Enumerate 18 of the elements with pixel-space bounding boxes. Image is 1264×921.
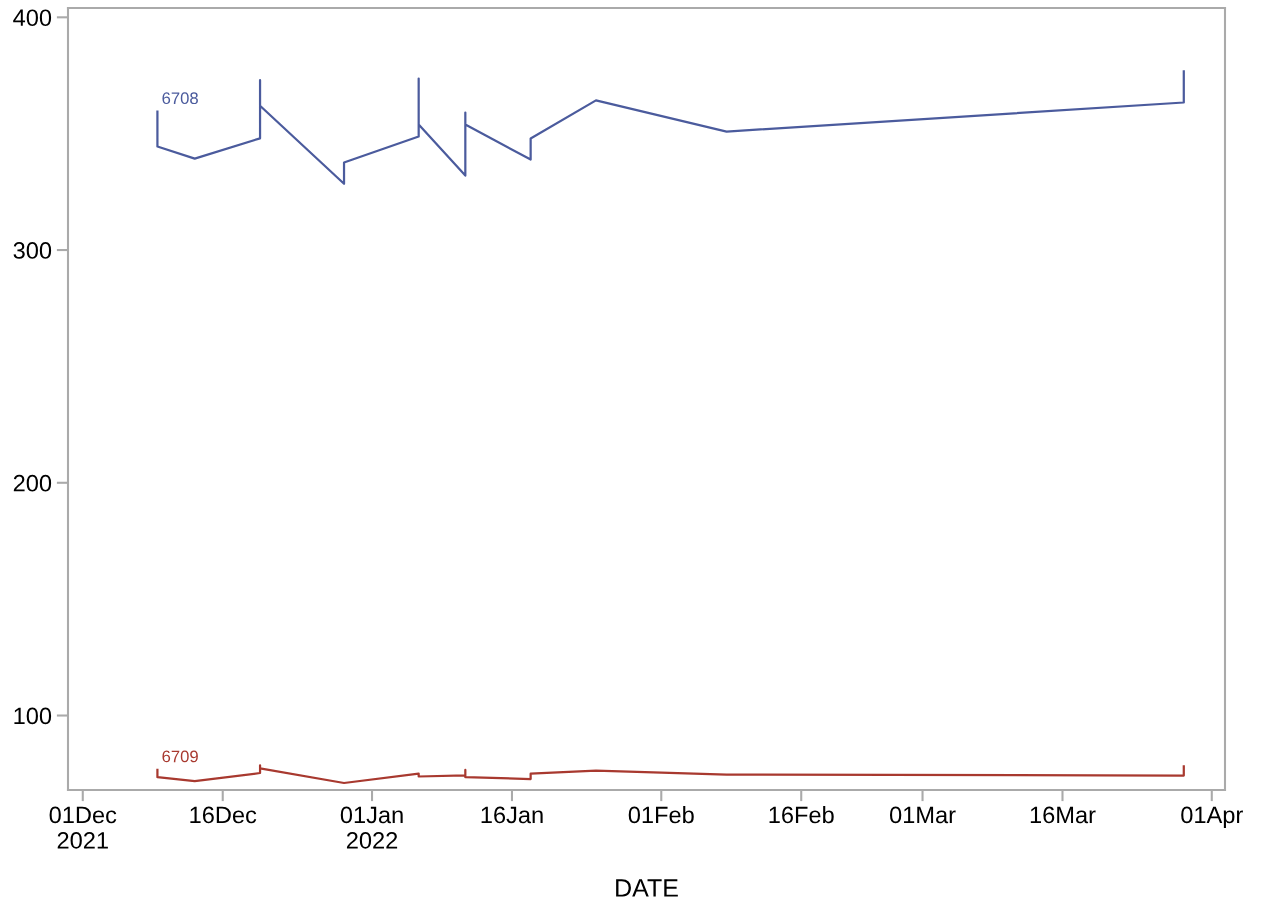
y-tick-label: 100 bbox=[14, 707, 52, 725]
y-tick-label: 300 bbox=[13, 242, 52, 259]
x-tick-label: 01Jan 2022 bbox=[340, 806, 403, 849]
x-tick-label: 01Mar bbox=[889, 806, 956, 824]
x-axis-title: DATE bbox=[616, 879, 678, 897]
x-tick-label: 16Feb bbox=[769, 805, 834, 824]
x-tick-label: 01Feb bbox=[628, 805, 694, 824]
y-tick-label: 400 bbox=[13, 9, 52, 27]
series-label: 6708 bbox=[162, 92, 198, 105]
series-label: 6709 bbox=[162, 750, 198, 763]
x-tick-label: 16Jan bbox=[481, 806, 543, 824]
line-series bbox=[156, 764, 1185, 785]
x-tick-label: 01Dec 2021 bbox=[49, 806, 117, 849]
x-tick-label: 01Apr bbox=[1181, 806, 1243, 828]
line-series bbox=[156, 70, 1185, 185]
y-tick-label: 200 bbox=[13, 474, 52, 492]
x-tick-label: 16Dec bbox=[190, 806, 257, 824]
x-tick-label: 16Mar bbox=[1030, 806, 1096, 824]
